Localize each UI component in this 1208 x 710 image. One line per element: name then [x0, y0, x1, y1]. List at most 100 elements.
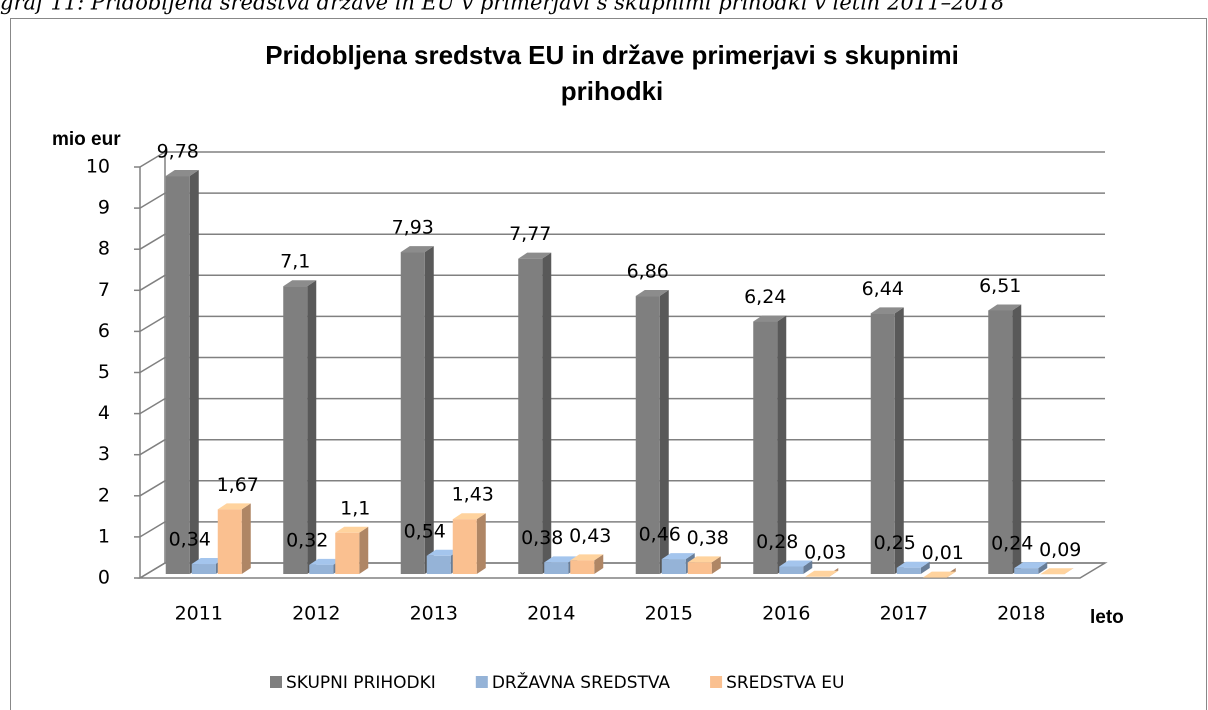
bar	[400, 252, 425, 574]
bar-side	[1038, 562, 1048, 574]
bar	[779, 566, 804, 574]
legend-label: SKUPNI PRIHODKI	[286, 673, 436, 693]
bar-top	[191, 558, 225, 565]
bar-top	[922, 571, 956, 578]
data-label: 7,77	[509, 223, 551, 245]
bar-top	[426, 549, 460, 556]
grid-line	[139, 521, 166, 538]
bar-top	[805, 570, 839, 577]
data-label: 0,01	[922, 542, 964, 564]
data-label: 0,43	[569, 525, 611, 547]
y-tick-label: 5	[98, 361, 110, 383]
data-label: 0,46	[639, 524, 681, 546]
bar-top	[309, 558, 343, 565]
bar-top	[518, 252, 552, 259]
bar-side	[594, 554, 604, 574]
chart-frame	[10, 18, 1207, 710]
y-tick-label: 8	[98, 238, 110, 260]
y-tick-label: 7	[98, 279, 110, 301]
x-tick-label: 2016	[762, 603, 810, 625]
grid-line	[139, 151, 166, 168]
bar	[518, 258, 543, 574]
x-tick-label: 2011	[175, 603, 223, 625]
chart-title: prihodki	[561, 76, 664, 106]
bar	[988, 310, 1013, 574]
bar-side	[542, 252, 552, 574]
grid-line	[139, 192, 166, 209]
data-label: 0,28	[756, 531, 798, 553]
bar-top	[779, 560, 813, 567]
data-label: 1,1	[340, 497, 370, 519]
data-label: 6,24	[744, 286, 786, 308]
grid-line	[139, 439, 166, 456]
x-tick-label: 2018	[997, 603, 1045, 625]
bar-top	[283, 280, 317, 287]
bar-side	[359, 526, 369, 574]
bar	[335, 532, 360, 574]
bar	[661, 559, 686, 574]
y-axis-label: mio eur	[52, 129, 121, 150]
data-label: 0,09	[1039, 539, 1081, 561]
bar-side	[711, 556, 721, 574]
bar-top	[661, 553, 695, 560]
legend-swatch	[475, 676, 488, 688]
bar-side	[659, 290, 669, 574]
data-label: 9,78	[157, 141, 199, 163]
bar-top	[1014, 562, 1048, 569]
data-label: 1,67	[217, 474, 259, 496]
y-tick-label: 0	[98, 567, 110, 589]
bar-top	[896, 561, 930, 568]
y-tick-label: 2	[98, 484, 110, 506]
legend-label: DRŽAVNA SREDSTVA	[492, 671, 671, 693]
data-label: 0,24	[991, 533, 1033, 555]
bar-top	[544, 556, 578, 563]
y-tick-label: 1	[98, 525, 110, 547]
bar-top	[753, 315, 787, 322]
y-tick-label: 10	[86, 156, 110, 178]
legend-label: SREDSTVA EU	[726, 673, 844, 693]
data-label: 1,43	[452, 484, 494, 506]
bar	[452, 519, 477, 574]
bar-top	[165, 170, 199, 177]
bar	[309, 564, 334, 574]
bar	[217, 509, 242, 574]
bar-side	[189, 170, 199, 575]
bar-top	[400, 246, 434, 253]
x-axis-label: leto	[1090, 607, 1124, 628]
legend-swatch	[270, 676, 282, 688]
bar-side	[1012, 304, 1022, 574]
bar	[896, 567, 921, 574]
data-label: 0,25	[874, 532, 916, 554]
bar	[570, 560, 595, 574]
data-label: 6,44	[862, 278, 904, 300]
data-label: 0,38	[521, 527, 563, 549]
x-tick-label: 2012	[292, 603, 340, 625]
bar-side	[777, 315, 787, 574]
data-label: 0,32	[286, 529, 328, 551]
x-tick-label: 2015	[645, 603, 693, 625]
y-tick-label: 6	[98, 320, 110, 342]
data-label: 0,38	[687, 527, 729, 549]
data-label: 7,93	[392, 217, 434, 239]
y-tick-label: 3	[98, 443, 110, 465]
grid-line	[139, 274, 166, 291]
bar-top	[687, 556, 721, 563]
bar	[283, 286, 308, 574]
bar-top	[870, 307, 904, 314]
grid-line	[139, 562, 166, 579]
x-tick-label: 2013	[410, 603, 458, 625]
grid-line	[139, 233, 166, 250]
y-tick-label: 4	[98, 402, 110, 424]
bar-top	[988, 304, 1022, 311]
bar-side	[424, 246, 434, 574]
data-label: 6,86	[627, 261, 669, 283]
bar	[870, 313, 895, 574]
grid-line	[139, 356, 166, 374]
bar	[687, 562, 712, 574]
grid-line	[139, 480, 166, 497]
bar-top	[635, 290, 669, 297]
x-tick-label: 2017	[880, 603, 928, 625]
data-label: 7,1	[280, 251, 310, 273]
bar	[753, 321, 778, 574]
